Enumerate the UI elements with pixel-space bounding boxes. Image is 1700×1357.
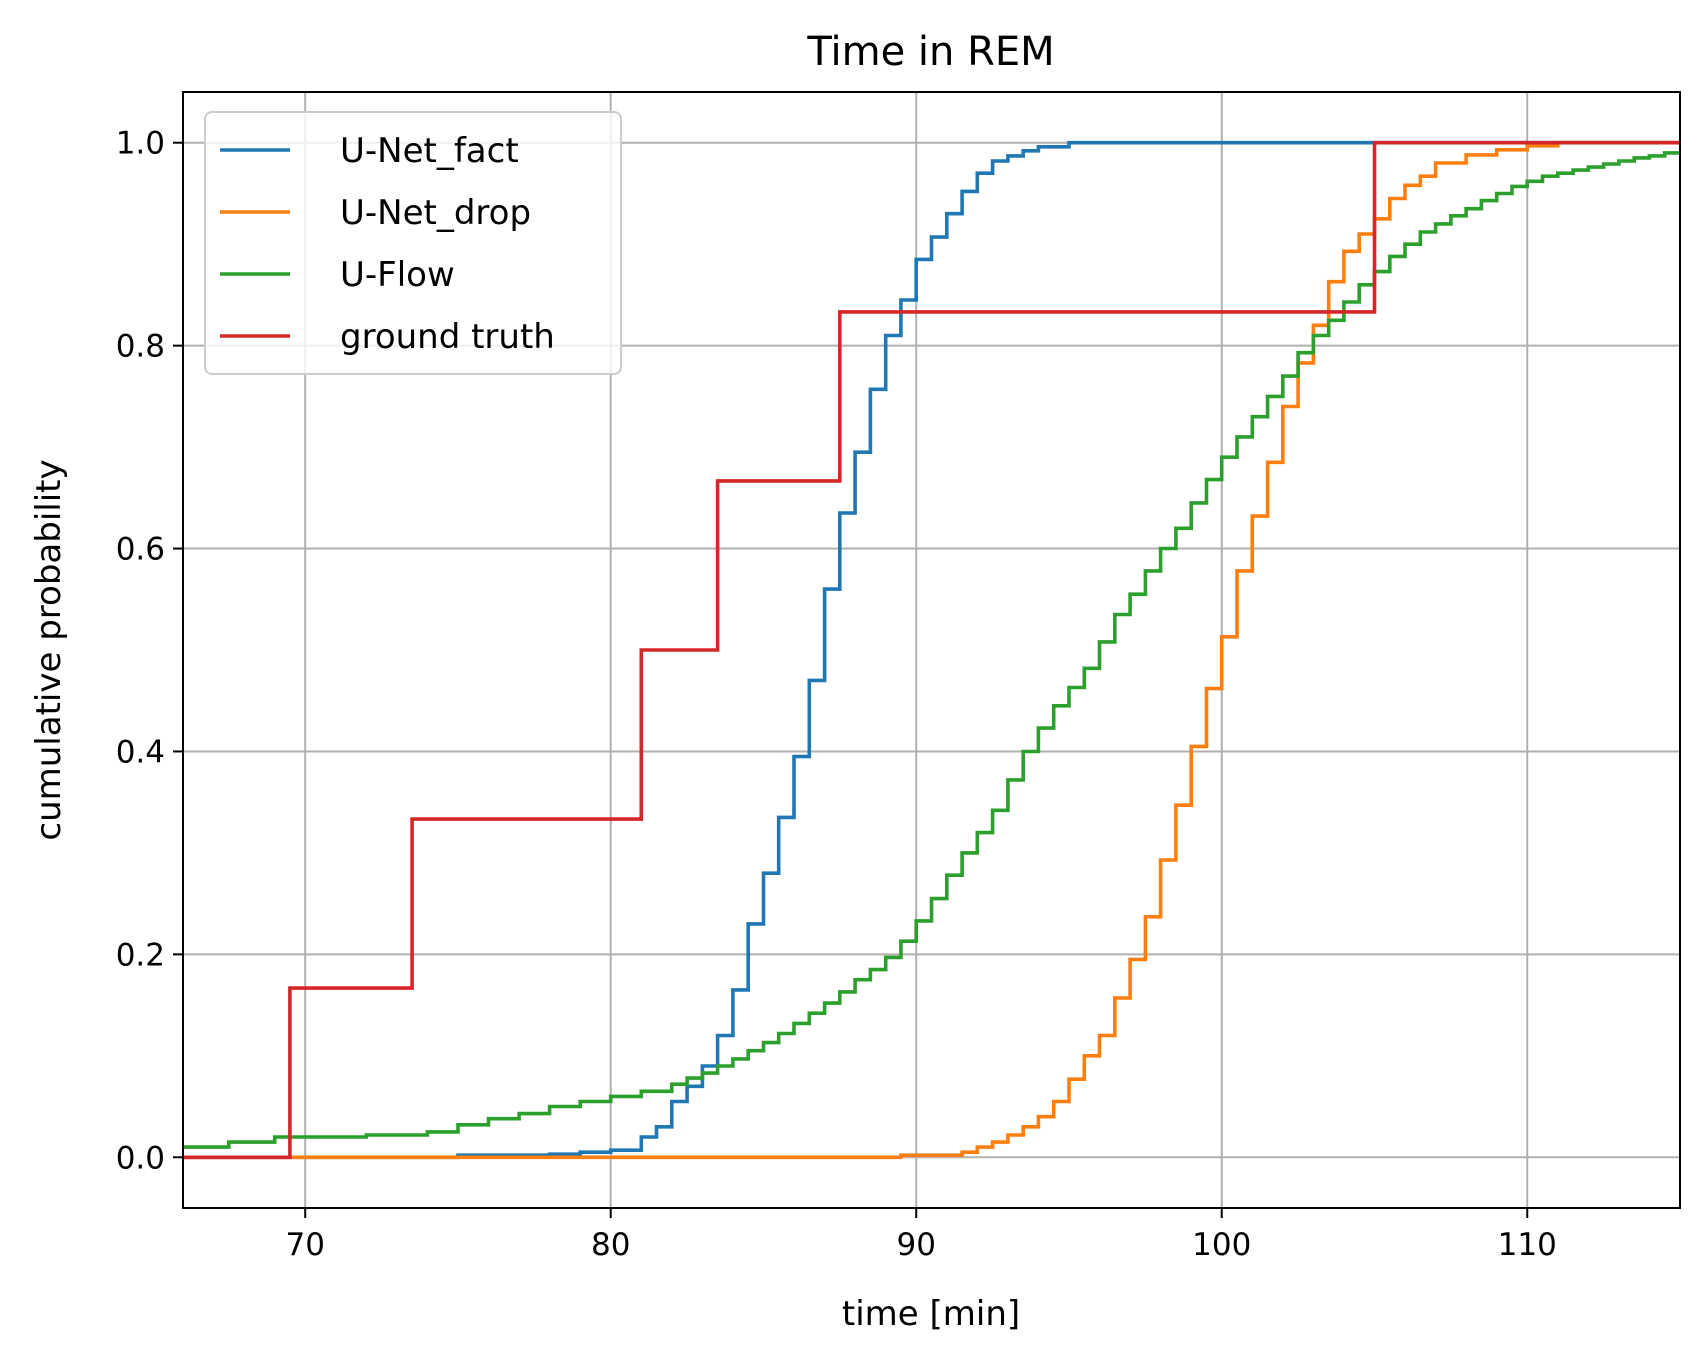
chart-title: Time in REM (806, 29, 1054, 75)
y-tick-label: 1.0 (116, 126, 165, 162)
x-tick-label: 110 (1498, 1227, 1557, 1263)
y-tick-label: 0.2 (116, 937, 165, 973)
legend-label: ground truth (340, 317, 555, 357)
series-line-u-net-drop (183, 140, 1680, 1160)
legend: U-Net_fact U-Net_drop U-Flow ground truth (204, 111, 622, 375)
x-axis-label: time [min] (842, 1294, 1020, 1334)
x-tick-label: 70 (285, 1227, 324, 1263)
plot-frame (182, 91, 1681, 1209)
y-tick-label: 0.6 (116, 532, 165, 568)
legend-label: U-Net_drop (340, 193, 531, 233)
y-axis-label: cumulative probability (29, 459, 69, 840)
x-tick-label: 100 (1192, 1227, 1251, 1263)
series-line-u-net-fact (183, 140, 1680, 1160)
y-tick-label: 0.4 (116, 734, 165, 770)
series-lines (183, 140, 1680, 1160)
series-line-u-flow (183, 151, 1680, 1149)
legend-label: U-Net_fact (340, 131, 519, 171)
ticks: 70 80 90 100 110 0.0 0.2 0.4 0.6 0.8 1.0 (116, 126, 1557, 1263)
legend-box (204, 111, 622, 375)
x-tick-label: 90 (896, 1227, 935, 1263)
series-line-ground-truth (183, 140, 1680, 1160)
y-tick-label: 0.0 (116, 1140, 165, 1176)
legend-label: U-Flow (340, 255, 455, 295)
y-tick-label: 0.8 (116, 329, 165, 365)
x-tick-label: 80 (591, 1227, 630, 1263)
